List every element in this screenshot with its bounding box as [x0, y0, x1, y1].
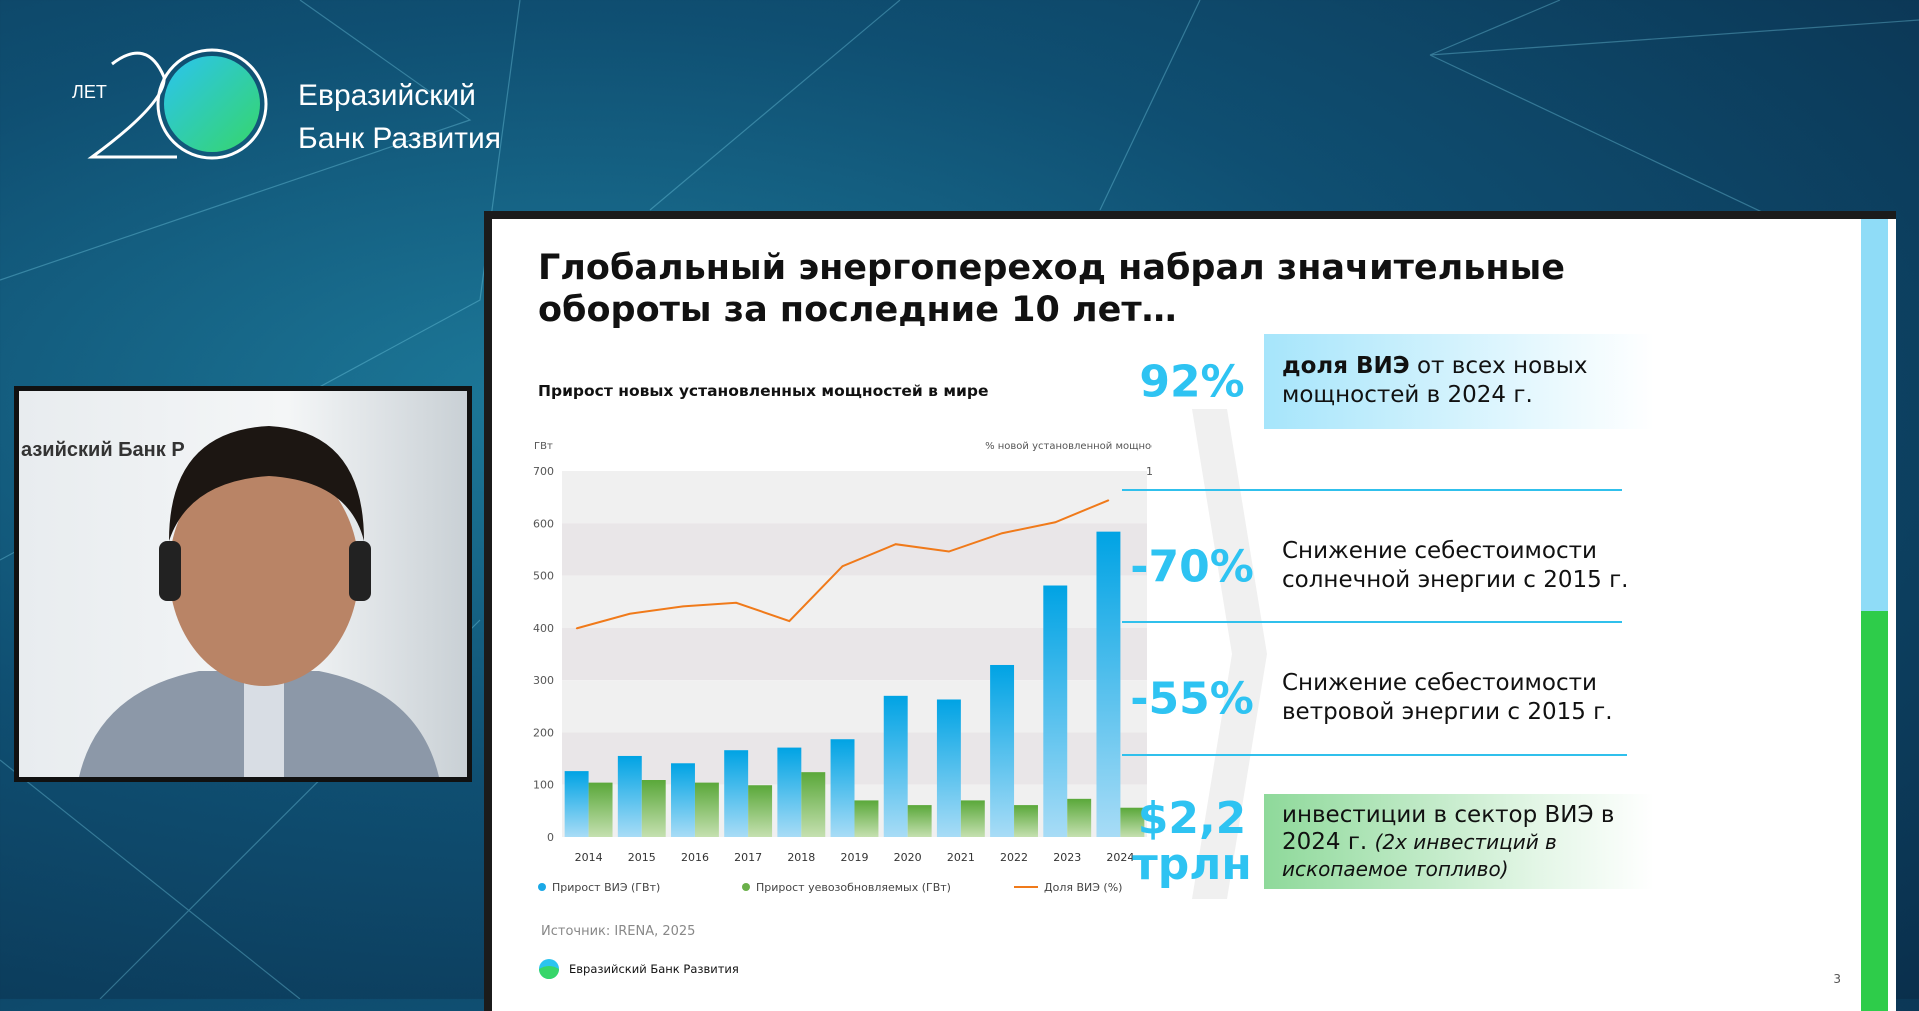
bar-renewables-2021	[936, 699, 961, 837]
accent-strip-green	[1861, 611, 1888, 1011]
y-tick-label: 600	[533, 517, 554, 530]
legend-share: Доля ВИЭ (%)	[1044, 881, 1122, 894]
bar-nonrenewables-2014	[588, 782, 613, 837]
footer-logo: Евразийский Банк Развития	[537, 957, 739, 981]
bar-renewables-2015	[617, 755, 642, 837]
chevron-arrow-icon	[1192, 409, 1267, 899]
page-number: 3	[1833, 972, 1841, 986]
x-tick-label: 2014	[575, 851, 603, 864]
bar-renewables-2024	[1096, 531, 1121, 837]
line-point-2018	[788, 620, 791, 622]
bar-nonrenewables-2024	[1120, 807, 1145, 837]
divider	[1122, 489, 1622, 491]
bar-nonrenewables-2022	[1014, 805, 1038, 837]
source-note: Источник: IRENA, 2025	[541, 924, 696, 939]
brand-line-1: Евразийский	[298, 79, 476, 112]
bar-renewables-2022	[990, 664, 1015, 837]
bar-renewables-2014	[564, 771, 589, 837]
bar-nonrenewables-2023	[1067, 798, 1092, 837]
line-point-2015	[629, 612, 631, 615]
bar-nonrenewables-2016	[694, 782, 719, 837]
y-tick-label: 700	[533, 465, 554, 478]
stat-value: $2,2 трлн	[1132, 792, 1252, 890]
speaker-video[interactable]: азийский Банк Р	[14, 386, 472, 782]
brand-line-2: Банк Развития	[298, 122, 501, 155]
bar-renewables-2020	[883, 695, 908, 837]
y-axis-label: ГВт	[534, 441, 553, 452]
stat-solar-cost: -70% Снижение себестоимости солнечной эн…	[1122, 519, 1662, 614]
stat-value: -55%	[1130, 673, 1254, 724]
y-tick-label: 0	[547, 831, 554, 844]
video-background-text: азийский Банк Р	[21, 439, 185, 461]
y-tick-label: 400	[533, 622, 554, 635]
bar-nonrenewables-2021	[960, 800, 985, 837]
stat-text: Снижение себестоимости ветровой энергии …	[1282, 670, 1613, 725]
divider	[1122, 621, 1622, 623]
legend-renewables: Прирост ВИЭ (ГВт)	[552, 881, 660, 894]
x-tick-label: 2015	[628, 851, 656, 864]
line-point-2024	[1107, 499, 1110, 502]
x-tick-label: 2019	[841, 851, 869, 864]
y-tick-label: 500	[533, 570, 554, 583]
line-point-2019	[841, 565, 844, 567]
stat-renewables-share: 92% доля ВИЭ от всех новых мощностей в 2…	[1122, 334, 1662, 429]
stat-text: Снижение себестоимости солнечной энергии…	[1282, 538, 1629, 593]
bar-nonrenewables-2020	[907, 805, 932, 837]
speaker-figure	[79, 426, 439, 777]
line-point-2017	[735, 601, 737, 604]
line-point-2020	[894, 543, 897, 545]
title-line-2: обороты за последние 10 лет…	[538, 290, 1177, 330]
stat-wind-cost: -55% Снижение себестоимости ветровой эне…	[1122, 651, 1662, 746]
bar-renewables-2019	[830, 739, 855, 837]
line-point-2014	[575, 627, 578, 630]
y-tick-label: 100	[533, 779, 554, 792]
grid-band	[562, 471, 1147, 524]
stat-value: 92%	[1139, 356, 1245, 407]
svg-text:ЛЕТ: ЛЕТ	[72, 82, 107, 102]
bar-renewables-2017	[724, 750, 749, 837]
slide-title: Глобальный энергопереход набрал значител…	[538, 247, 1565, 331]
legend-marker-renewables	[538, 883, 546, 891]
bar-nonrenewables-2018	[801, 772, 826, 837]
x-tick-label: 2022	[1000, 851, 1028, 864]
bank-logo-icon	[539, 959, 559, 979]
presentation-slide: Глобальный энергопереход набрал значител…	[484, 211, 1896, 1011]
anniversary-logo: ЛЕТ	[72, 42, 272, 162]
bar-nonrenewables-2017	[748, 785, 773, 837]
x-tick-label: 2020	[894, 851, 922, 864]
capacity-chart: ГВт % новой установленной мощности 0 100 200…	[533, 441, 1152, 894]
stat-text: инвестиции в сектор ВИЭ в 2024 г. (2х ин…	[1264, 794, 1654, 889]
grid-band	[562, 523, 1147, 576]
stat-text: доля ВИЭ от всех новых мощностей в 2024 …	[1264, 334, 1654, 429]
bar-renewables-2018	[777, 747, 802, 837]
bar-nonrenewables-2019	[854, 800, 879, 837]
line-point-2023	[1054, 521, 1057, 524]
y-tick-label: 300	[533, 674, 554, 687]
line-point-2016	[682, 605, 684, 608]
line-point-2022	[1001, 532, 1003, 535]
chart-title: Прирост новых установленных мощностей в …	[538, 382, 989, 400]
stat-value: -70%	[1130, 541, 1254, 592]
bar-renewables-2016	[671, 763, 695, 837]
legend-marker-nonrenewables	[742, 883, 750, 891]
x-tick-label: 2016	[681, 851, 709, 864]
stat-investment: $2,2 трлн инвестиции в сектор ВИЭ в 2024 …	[1122, 794, 1662, 889]
title-line-1: Глобальный энергопереход набрал значител…	[538, 248, 1565, 288]
x-tick-label: 2024	[1106, 851, 1134, 864]
line-point-2021	[948, 550, 950, 553]
x-tick-label: 2018	[787, 851, 815, 864]
y2-tick-label: 100	[1146, 465, 1152, 478]
y-tick-label: 200	[533, 726, 554, 739]
x-tick-label: 2023	[1053, 851, 1081, 864]
y2-axis-label: % новой установленной мощности	[985, 441, 1152, 452]
divider	[1122, 754, 1627, 756]
x-tick-label: 2017	[734, 851, 762, 864]
brand-name: Евразийский Банк Развития	[298, 74, 501, 160]
x-tick-label: 2021	[947, 851, 975, 864]
accent-strip-blue	[1861, 219, 1888, 611]
bar-renewables-2023	[1043, 585, 1068, 837]
bar-nonrenewables-2015	[641, 780, 666, 837]
legend-nonrenewables: Прирост уевозобновляемых (ГВт)	[756, 881, 951, 894]
